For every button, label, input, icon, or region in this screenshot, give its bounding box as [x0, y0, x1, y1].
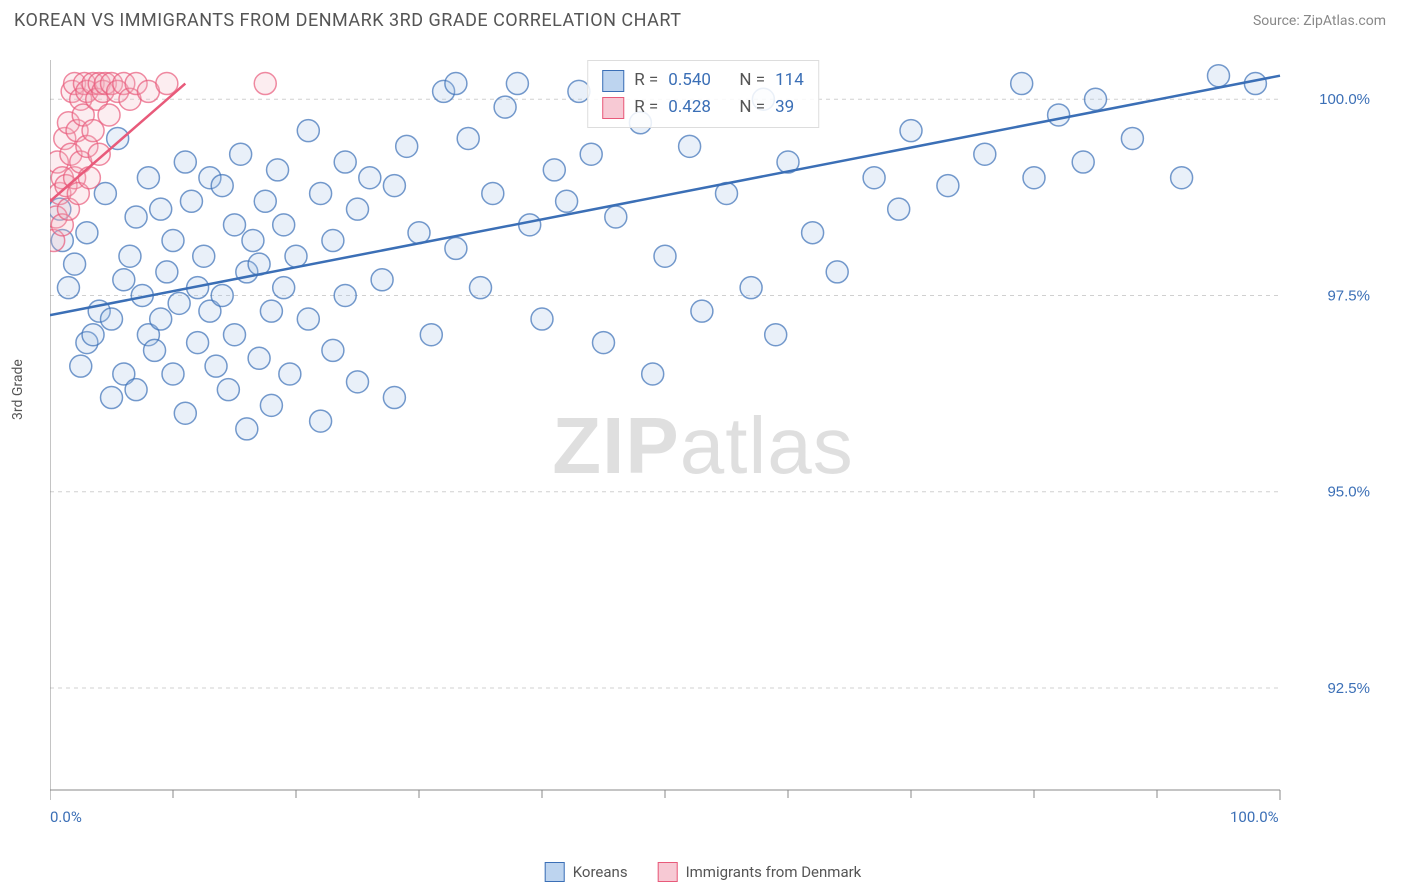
n-value: 114	[775, 67, 804, 94]
y-tick-label: 100.0%	[1319, 91, 1370, 108]
legend-item: Immigrants from Denmark	[658, 862, 862, 882]
source-attribution: Source: ZipAtlas.com	[1253, 13, 1386, 29]
correlation-stats-box: R =0.540 N = 114R =0.428 N = 39	[587, 60, 819, 128]
y-tick-label: 95.0%	[1327, 484, 1370, 501]
r-value: 0.540	[668, 67, 711, 94]
legend-swatch	[658, 862, 678, 882]
source-link[interactable]: ZipAtlas.com	[1303, 13, 1386, 29]
stats-row: R =0.428 N = 39	[602, 94, 804, 121]
legend-item: Koreans	[545, 862, 628, 882]
legend-swatch	[545, 862, 565, 882]
x-tick-label: 0.0%	[50, 808, 82, 826]
stats-swatch	[602, 97, 624, 119]
n-value: 39	[775, 94, 794, 121]
legend: Koreans Immigrants from Denmark	[545, 862, 862, 882]
legend-label: Immigrants from Denmark	[686, 863, 862, 881]
chart-container: 92.5% 95.0% 97.5% 100.0% 0.0% 100.0%	[50, 50, 1390, 830]
y-tick-label: 97.5%	[1327, 287, 1370, 304]
legend-label: Koreans	[573, 863, 628, 881]
scatter-plot: 92.5% 95.0% 97.5% 100.0%	[50, 50, 1390, 830]
r-value: 0.428	[668, 94, 711, 121]
x-tick-label: 100.0%	[1230, 808, 1279, 826]
stats-swatch	[602, 70, 624, 92]
y-tick-label: 92.5%	[1327, 680, 1370, 697]
y-axis-label: 3rd Grade	[10, 359, 26, 420]
stats-row: R =0.540 N = 114	[602, 67, 804, 94]
chart-title: KOREAN VS IMMIGRANTS FROM DENMARK 3RD GR…	[14, 10, 681, 31]
chart-header: KOREAN VS IMMIGRANTS FROM DENMARK 3RD GR…	[0, 0, 1406, 41]
